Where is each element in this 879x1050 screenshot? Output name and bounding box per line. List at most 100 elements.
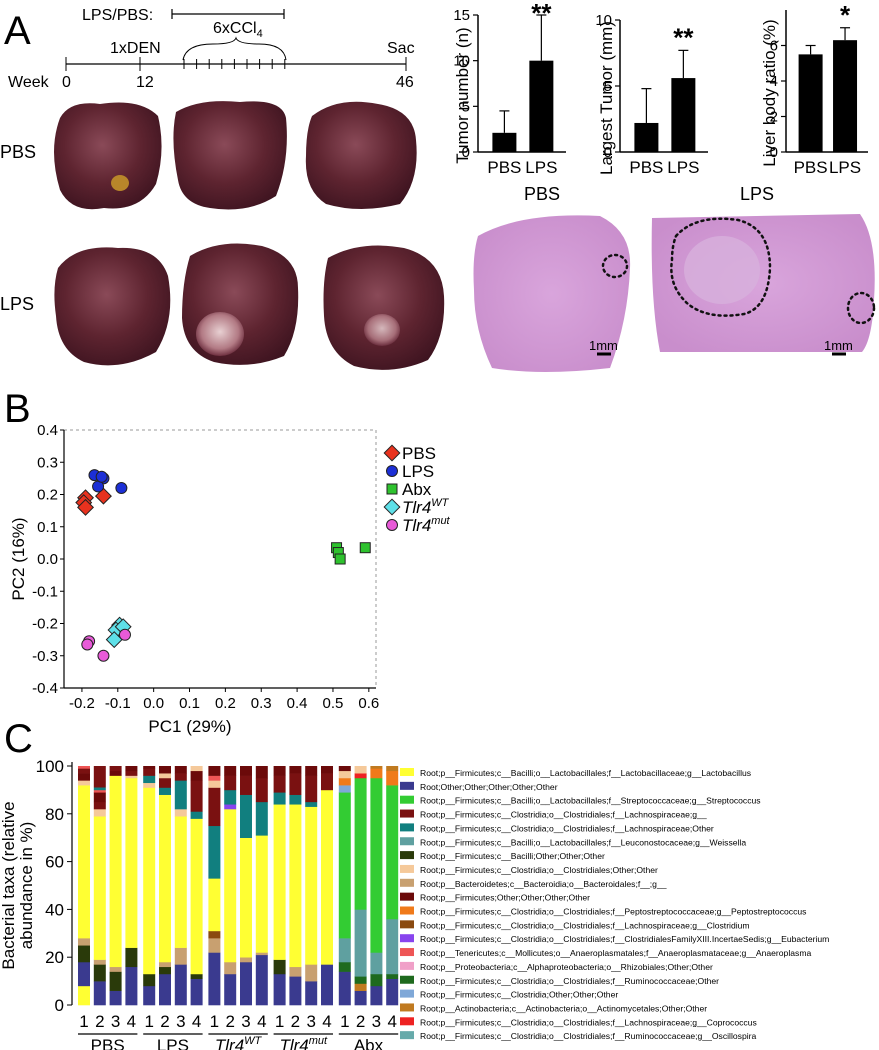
segment <box>143 782 156 788</box>
segment <box>190 973 203 980</box>
segment <box>208 775 221 781</box>
y-tick-label: 0 <box>604 144 612 161</box>
segment <box>159 973 171 1006</box>
legend-label: Root;p__Firmicutes;c__Clostridia;o__Clos… <box>420 920 750 930</box>
bar-chart-3: 0 2 4 6 PBS LPS * Liver body ratio (%) <box>760 0 868 177</box>
segment <box>354 909 367 977</box>
segment <box>174 964 187 1006</box>
y-tick-label: 0.4 <box>37 422 58 439</box>
segment <box>93 959 106 965</box>
y-tick-label: 0.3 <box>37 454 58 471</box>
x-tick-label: -0.1 <box>105 695 131 712</box>
y-tick-label: 0.0 <box>37 551 58 568</box>
liver-photo-lps-1 <box>54 247 171 366</box>
segment <box>386 973 399 980</box>
y-tick-label: 0.2 <box>37 487 58 504</box>
data-point <box>118 628 131 641</box>
week-12: 12 <box>136 74 154 91</box>
segment <box>224 809 237 963</box>
stacked-bar-1 <box>78 766 90 1006</box>
sample-label: 3 <box>372 1012 381 1031</box>
segment <box>338 770 351 779</box>
legend-marker <box>383 444 401 462</box>
segment <box>338 777 351 786</box>
legend-label: Root;p__Proteobacteria;c__Alphaproteobac… <box>420 962 713 972</box>
segment <box>78 785 90 939</box>
category-label: LPS <box>667 158 699 177</box>
segment <box>125 766 138 772</box>
segment <box>109 775 122 968</box>
histology-title-lps: LPS <box>740 184 774 204</box>
y-tick-label: 0 <box>55 996 64 1015</box>
segment <box>159 787 171 795</box>
stacked-bar-18 <box>354 766 367 1006</box>
segment <box>190 818 203 975</box>
significance-mark: ** <box>531 0 552 28</box>
data-point <box>334 553 346 565</box>
segment <box>370 973 383 987</box>
timeline: LPS/PBS: 1xDEN 6xCCl4 Sac Week 0 12 46 <box>8 7 415 91</box>
taxa-chart: 0 20 40 60 80 100 Bacterial taxa (relative abun… <box>0 757 829 1050</box>
segment <box>305 806 318 965</box>
segment <box>93 766 106 788</box>
segment <box>78 945 90 963</box>
data-point <box>95 470 108 483</box>
segment <box>305 801 318 807</box>
segment <box>208 952 221 1006</box>
legend-label: Root;p__Firmicutes;c__Bacilli;o__Lactoba… <box>420 768 751 778</box>
segment <box>109 990 122 1006</box>
segment <box>190 780 203 812</box>
segment <box>174 780 187 810</box>
segment <box>78 773 90 781</box>
scale-label-lps: 1mm <box>824 338 853 353</box>
group-label: LPS <box>157 1036 189 1050</box>
data-point <box>97 649 110 662</box>
legend-swatch <box>400 837 414 846</box>
segment <box>224 804 237 810</box>
legend-label: Root;p__Firmicutes;c__Clostridia;o__Clos… <box>420 810 707 820</box>
segment <box>208 766 221 776</box>
series-abx <box>331 542 371 565</box>
segment <box>174 766 187 774</box>
segment <box>321 766 333 774</box>
category-label: PBS <box>794 158 828 177</box>
segment <box>240 961 252 1006</box>
row-label-lps: LPS <box>0 294 34 314</box>
stacked-bar-14 <box>289 766 302 1006</box>
segment <box>78 938 90 946</box>
sac-label: Sac <box>387 40 415 57</box>
group-label: Tlr4WT <box>215 1035 263 1050</box>
segment <box>273 766 286 776</box>
sample-label: 2 <box>95 1012 104 1031</box>
stacked-bar-11 <box>240 766 252 1006</box>
segment <box>143 766 156 769</box>
data-point <box>105 631 123 649</box>
segment <box>93 787 106 791</box>
liver-photo-pbs-3 <box>305 101 417 209</box>
legend-label: LPS <box>402 462 434 481</box>
legend-swatch <box>400 892 414 901</box>
sample-label: 2 <box>356 1012 365 1031</box>
y-axis-label-line1: Bacterial taxa (relative <box>0 801 18 969</box>
legend-label: PBS <box>402 444 436 463</box>
legend-label: Root;p__Firmicutes;c__Clostridia;o__Clos… <box>420 823 714 833</box>
segment <box>174 816 187 948</box>
sample-label: 1 <box>275 1012 284 1031</box>
segment <box>354 976 367 984</box>
segment <box>240 794 252 838</box>
x-tick-label: 0.4 <box>287 695 308 712</box>
segment <box>255 954 268 1006</box>
segment <box>93 981 106 1006</box>
segment <box>289 804 302 968</box>
segment <box>321 789 333 965</box>
y-tick-label: 0 <box>462 144 470 161</box>
y-tick-label: 60 <box>45 853 64 872</box>
sample-label: 2 <box>291 1012 300 1031</box>
segment <box>289 966 302 977</box>
stacked-bar-8 <box>190 766 203 1006</box>
y-tick-label: 4 <box>770 73 778 90</box>
y-tick-label: 6 <box>770 38 778 55</box>
segment <box>109 966 122 972</box>
segment <box>386 918 399 975</box>
segment <box>305 766 318 776</box>
